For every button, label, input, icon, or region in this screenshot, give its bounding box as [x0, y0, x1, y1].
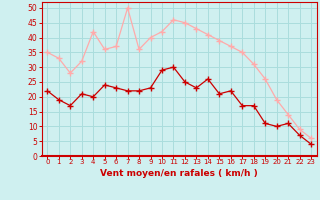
- X-axis label: Vent moyen/en rafales ( km/h ): Vent moyen/en rafales ( km/h ): [100, 169, 258, 178]
